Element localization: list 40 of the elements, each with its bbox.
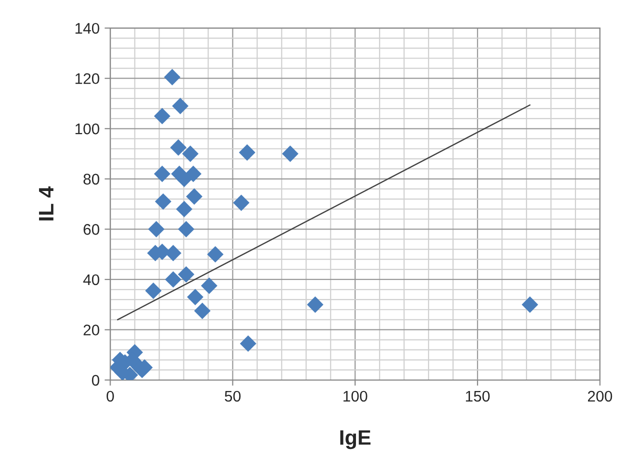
point xyxy=(282,146,298,162)
x-axis-title: IgE xyxy=(340,430,370,450)
y-tick-label: 140 xyxy=(76,22,100,34)
point xyxy=(306,296,324,313)
point xyxy=(176,170,192,188)
point xyxy=(172,98,189,114)
x-tick-label: 100 xyxy=(344,390,368,402)
y-tick-label: 80 xyxy=(84,174,100,185)
point xyxy=(194,302,211,320)
y-tick-label: 100 xyxy=(76,124,100,134)
x-tick-label: 200 xyxy=(588,390,612,402)
point xyxy=(200,278,218,294)
point xyxy=(176,200,192,218)
y-tick-label: 0 xyxy=(92,374,100,386)
point xyxy=(148,220,165,238)
point xyxy=(233,194,250,212)
x-tick-label: 150 xyxy=(466,390,490,402)
y-axis-title: IL 4 xyxy=(39,186,54,220)
point xyxy=(178,220,194,238)
point xyxy=(145,282,162,299)
point xyxy=(182,146,199,162)
point xyxy=(187,288,204,306)
point xyxy=(207,246,224,263)
point xyxy=(522,296,538,313)
point xyxy=(238,144,256,161)
point xyxy=(154,166,170,182)
point xyxy=(154,108,170,124)
point xyxy=(240,335,256,352)
y-tick-label: 120 xyxy=(76,73,100,84)
point xyxy=(164,68,180,86)
point xyxy=(186,188,202,205)
y-tick-label: 40 xyxy=(83,274,100,286)
y-tick-label: 20 xyxy=(84,324,100,336)
point xyxy=(178,266,194,283)
point xyxy=(164,271,182,288)
point xyxy=(154,193,172,210)
point xyxy=(170,139,187,156)
x-tick-label: 0 xyxy=(106,390,114,402)
y-tick-label: 60 xyxy=(84,224,100,235)
x-tick-label: 50 xyxy=(224,390,241,402)
